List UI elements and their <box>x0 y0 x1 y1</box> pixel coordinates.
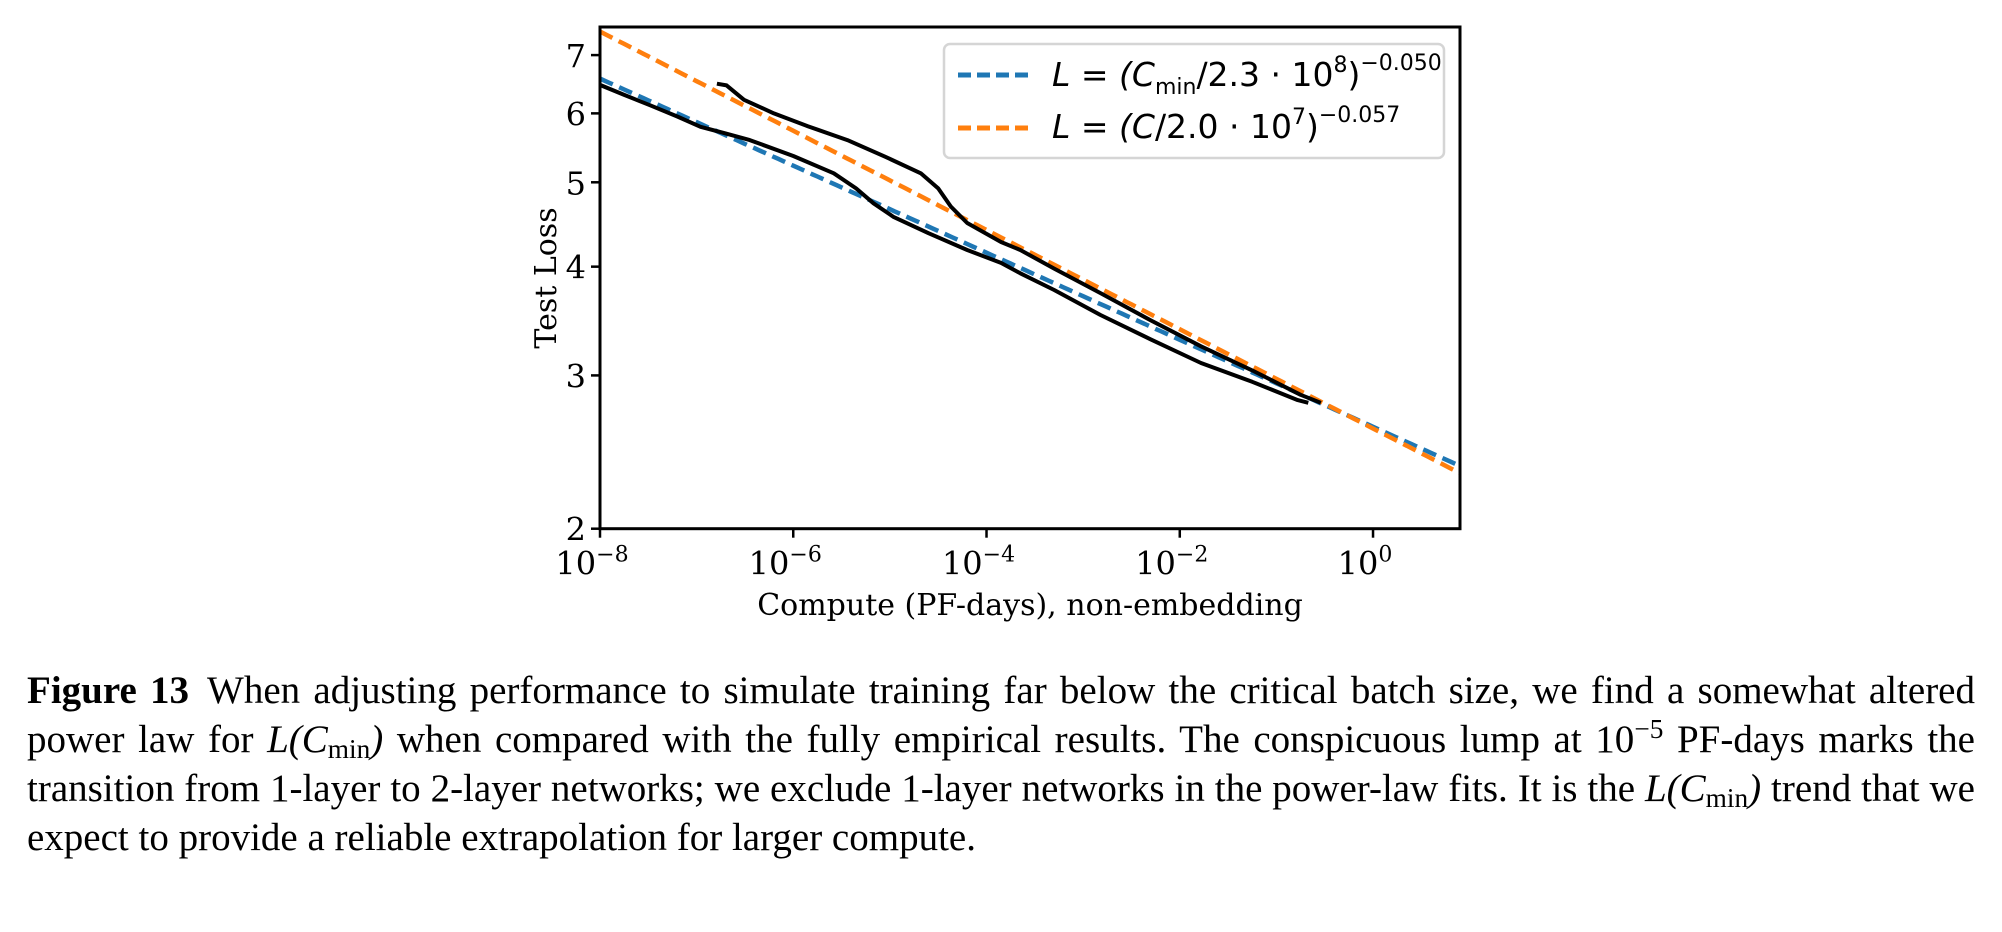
legend-label-cmin-fit: L = (Cmin/2.3 · 108)−0.050 <box>1052 51 1442 100</box>
caption-math-L-cmin-2: L(Cmin) <box>1644 767 1762 813</box>
y-tick-label: 7 <box>566 37 586 75</box>
y-tick-label: 2 <box>566 511 586 549</box>
curve-empirical-compute <box>716 81 1322 405</box>
y-axis-label: Test Loss <box>529 207 564 348</box>
y-axis-ticks: 2 3 4 5 6 7 <box>566 37 600 549</box>
caption-text-3: PF-days marks the transition from 1-laye… <box>27 718 1975 810</box>
x-tick-label: 100 <box>1338 543 1393 583</box>
math-symbol-C: C <box>1679 767 1706 810</box>
legend-label-c-fit: L = (C/2.0 · 107)−0.057 <box>1052 103 1400 146</box>
y-tick-label: 4 <box>566 249 586 287</box>
caption-text-4: trend that we expect to provide a reliab… <box>27 767 1975 859</box>
chart-canvas: 10−8 10−6 10−4 10−2 100 2 3 4 5 6 7 Compute (PF-d… <box>529 25 1462 623</box>
caption-exponent: −5 <box>1634 714 1664 744</box>
curve-adjusted-cmin <box>600 83 1309 405</box>
math-symbol-L: L <box>267 718 289 761</box>
x-tick-label: 10−6 <box>749 543 822 583</box>
x-tick-label: 10−2 <box>1135 543 1208 583</box>
x-tick-label: 10−8 <box>555 543 628 583</box>
figure-caption: Figure 13 When adjusting performance to s… <box>27 666 1975 862</box>
caption-text-2: when compared with the fully empirical r… <box>383 718 1635 761</box>
caption-math-L-cmin: L(Cmin) <box>267 718 384 764</box>
x-axis-ticks: 10−8 10−6 10−4 10−2 100 <box>555 528 1393 583</box>
y-tick-label: 5 <box>566 164 586 202</box>
figure-label: Figure 13 <box>27 669 190 712</box>
data-curves <box>600 81 1322 405</box>
math-subscript-min: min <box>1705 783 1749 813</box>
plot-frame <box>598 25 1462 531</box>
math-subscript-min: min <box>327 734 371 764</box>
caption-text-1: When adjusting performance to simulate t… <box>27 669 1975 761</box>
legend: L = (Cmin/2.3 · 108)−0.050 L = (C/2.0 · … <box>942 42 1446 160</box>
math-symbol-C: C <box>301 718 328 761</box>
figure-13-chart: 10−8 10−6 10−4 10−2 100 2 3 4 5 6 7 Compute (PF-d… <box>529 25 1462 623</box>
x-axis-label: Compute (PF-days), non-embedding <box>757 588 1303 623</box>
legend-box <box>942 42 1446 160</box>
x-tick-label: 10−4 <box>942 543 1015 583</box>
y-tick-label: 6 <box>566 95 586 133</box>
y-tick-label: 3 <box>566 357 586 395</box>
math-symbol-L: L <box>1644 767 1667 810</box>
